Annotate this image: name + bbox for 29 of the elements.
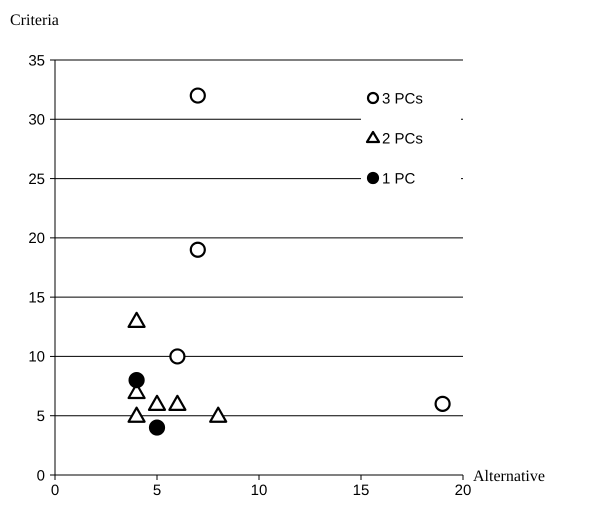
y-tick-label: 30 xyxy=(28,112,45,129)
y-tick-label: 25 xyxy=(28,170,45,188)
point xyxy=(148,419,166,436)
legend-label: 1 PC xyxy=(382,170,416,188)
point xyxy=(190,87,206,104)
y-axis-title: Criteria xyxy=(10,12,59,29)
x-tick-label: 20 xyxy=(454,482,472,499)
x-axis-title: Alternative xyxy=(473,468,545,485)
point xyxy=(434,396,451,412)
y-tick-label: 35 xyxy=(28,52,45,70)
y-tick-label: 20 xyxy=(28,230,45,248)
y-tick-label: 0 xyxy=(36,467,45,484)
point xyxy=(128,312,146,328)
point xyxy=(169,348,186,365)
y-tick-label: 5 xyxy=(36,408,45,425)
y-tick-label: 10 xyxy=(28,348,45,366)
point xyxy=(128,406,146,423)
point xyxy=(168,394,186,411)
legend-label: 3 PCs xyxy=(382,90,423,108)
legend-label: 2 PCs xyxy=(382,130,423,148)
point xyxy=(209,406,228,423)
point xyxy=(128,372,145,388)
point xyxy=(190,242,206,258)
y-tick-label: 15 xyxy=(28,289,45,306)
x-tick-label: 10 xyxy=(250,482,268,499)
point xyxy=(148,394,166,411)
x-tick-label: 5 xyxy=(152,482,162,499)
x-tick-label: 15 xyxy=(352,482,370,499)
x-tick-label: 0 xyxy=(50,482,60,499)
